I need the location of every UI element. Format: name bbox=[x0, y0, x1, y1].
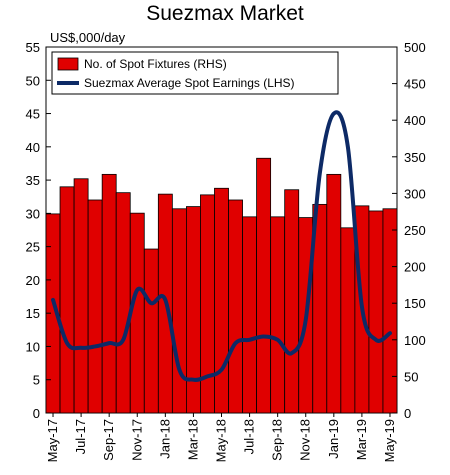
x-tick-label: Sep-17 bbox=[101, 419, 116, 461]
right-tick-label: 500 bbox=[404, 40, 426, 55]
bar-Feb-19 bbox=[340, 227, 356, 414]
right-tick-label: 350 bbox=[404, 150, 426, 165]
bar-Apr-19 bbox=[368, 210, 384, 414]
bar-series bbox=[45, 157, 398, 414]
left-tick-label: 45 bbox=[26, 107, 40, 122]
left-tick-label: 15 bbox=[26, 306, 40, 321]
legend-box bbox=[51, 51, 339, 95]
legend-label-bars: No. of Spot Fixtures (RHS) bbox=[84, 57, 227, 71]
left-tick-label: 25 bbox=[26, 240, 40, 255]
bar-Dec-17 bbox=[143, 248, 159, 414]
bar-Jun-18 bbox=[228, 199, 243, 414]
x-tick-label: Jan-18 bbox=[157, 419, 172, 459]
left-tick-label: 5 bbox=[33, 373, 40, 388]
x-tick-label: Nov-18 bbox=[298, 419, 313, 461]
left-tick-label: 55 bbox=[26, 40, 40, 55]
bar-Jan-19 bbox=[326, 173, 342, 414]
bar-May-19 bbox=[382, 208, 398, 414]
x-axis: May-17 Jul-17 Sep-17 Nov-17 Jan-18 Mar-18 May-… bbox=[45, 413, 397, 462]
left-axis: 0 5 10 15 20 25 30 35 40 45 50 55 bbox=[26, 40, 51, 421]
x-tick-label: Jan-19 bbox=[326, 419, 341, 459]
bar-Sep-17 bbox=[101, 173, 117, 414]
bar-Aug-18 bbox=[256, 157, 272, 414]
right-tick-label: 300 bbox=[404, 186, 426, 201]
right-tick-label: 0 bbox=[404, 406, 411, 421]
chart-title: Suezmax Market bbox=[146, 2, 304, 25]
bar-Jun-17 bbox=[59, 186, 75, 414]
left-tick-label: 20 bbox=[26, 273, 40, 288]
legend: No. of Spot Fixtures (RHS) Suezmax Avera… bbox=[51, 51, 339, 95]
x-tick-label: Mar-19 bbox=[354, 419, 369, 460]
x-tick-label: Jul-17 bbox=[73, 419, 88, 454]
x-tick-label: Nov-17 bbox=[129, 419, 144, 461]
left-tick-label: 40 bbox=[26, 140, 40, 155]
left-tick-label: 0 bbox=[33, 406, 40, 421]
right-axis: 0 50 100 150 200 250 300 350 400 450 500 bbox=[392, 40, 426, 421]
left-tick-label: 35 bbox=[26, 173, 40, 188]
left-axis-unit-label: US$,000/day bbox=[50, 30, 126, 45]
right-tick-label: 250 bbox=[404, 223, 426, 238]
legend-swatch-bars bbox=[57, 57, 79, 71]
right-tick-label: 400 bbox=[404, 113, 426, 128]
bar-Sep-18 bbox=[270, 216, 286, 414]
line-series bbox=[51, 110, 392, 382]
x-tick-label: Sep-18 bbox=[270, 419, 285, 461]
right-tick-label: 200 bbox=[404, 260, 426, 275]
bar-May-18 bbox=[214, 187, 229, 414]
x-tick-label: May-19 bbox=[382, 419, 397, 462]
x-tick-label: Mar-18 bbox=[185, 419, 200, 460]
bar-Mar-18 bbox=[185, 206, 201, 414]
bar-Oct-18 bbox=[284, 189, 300, 414]
right-tick-label: 100 bbox=[404, 333, 426, 348]
earnings-line bbox=[51, 110, 392, 382]
x-tick-label: May-17 bbox=[45, 419, 60, 462]
right-tick-label: 50 bbox=[404, 369, 418, 384]
left-tick-label: 50 bbox=[26, 73, 40, 88]
bar-Oct-17 bbox=[115, 192, 131, 414]
legend-label-line: Suezmax Average Spot Earnings (LHS) bbox=[84, 76, 295, 90]
left-tick-label: 30 bbox=[26, 206, 40, 221]
right-tick-label: 150 bbox=[404, 296, 426, 311]
bar-Jul-18 bbox=[242, 216, 257, 414]
left-tick-label: 10 bbox=[26, 339, 40, 354]
bar-Aug-17 bbox=[87, 199, 103, 414]
right-tick-label: 450 bbox=[404, 77, 426, 92]
bar-Feb-18 bbox=[171, 208, 187, 414]
bar-Jul-17 bbox=[73, 178, 89, 414]
x-tick-label: Jul-18 bbox=[242, 419, 257, 454]
x-tick-label: May-18 bbox=[214, 419, 229, 462]
